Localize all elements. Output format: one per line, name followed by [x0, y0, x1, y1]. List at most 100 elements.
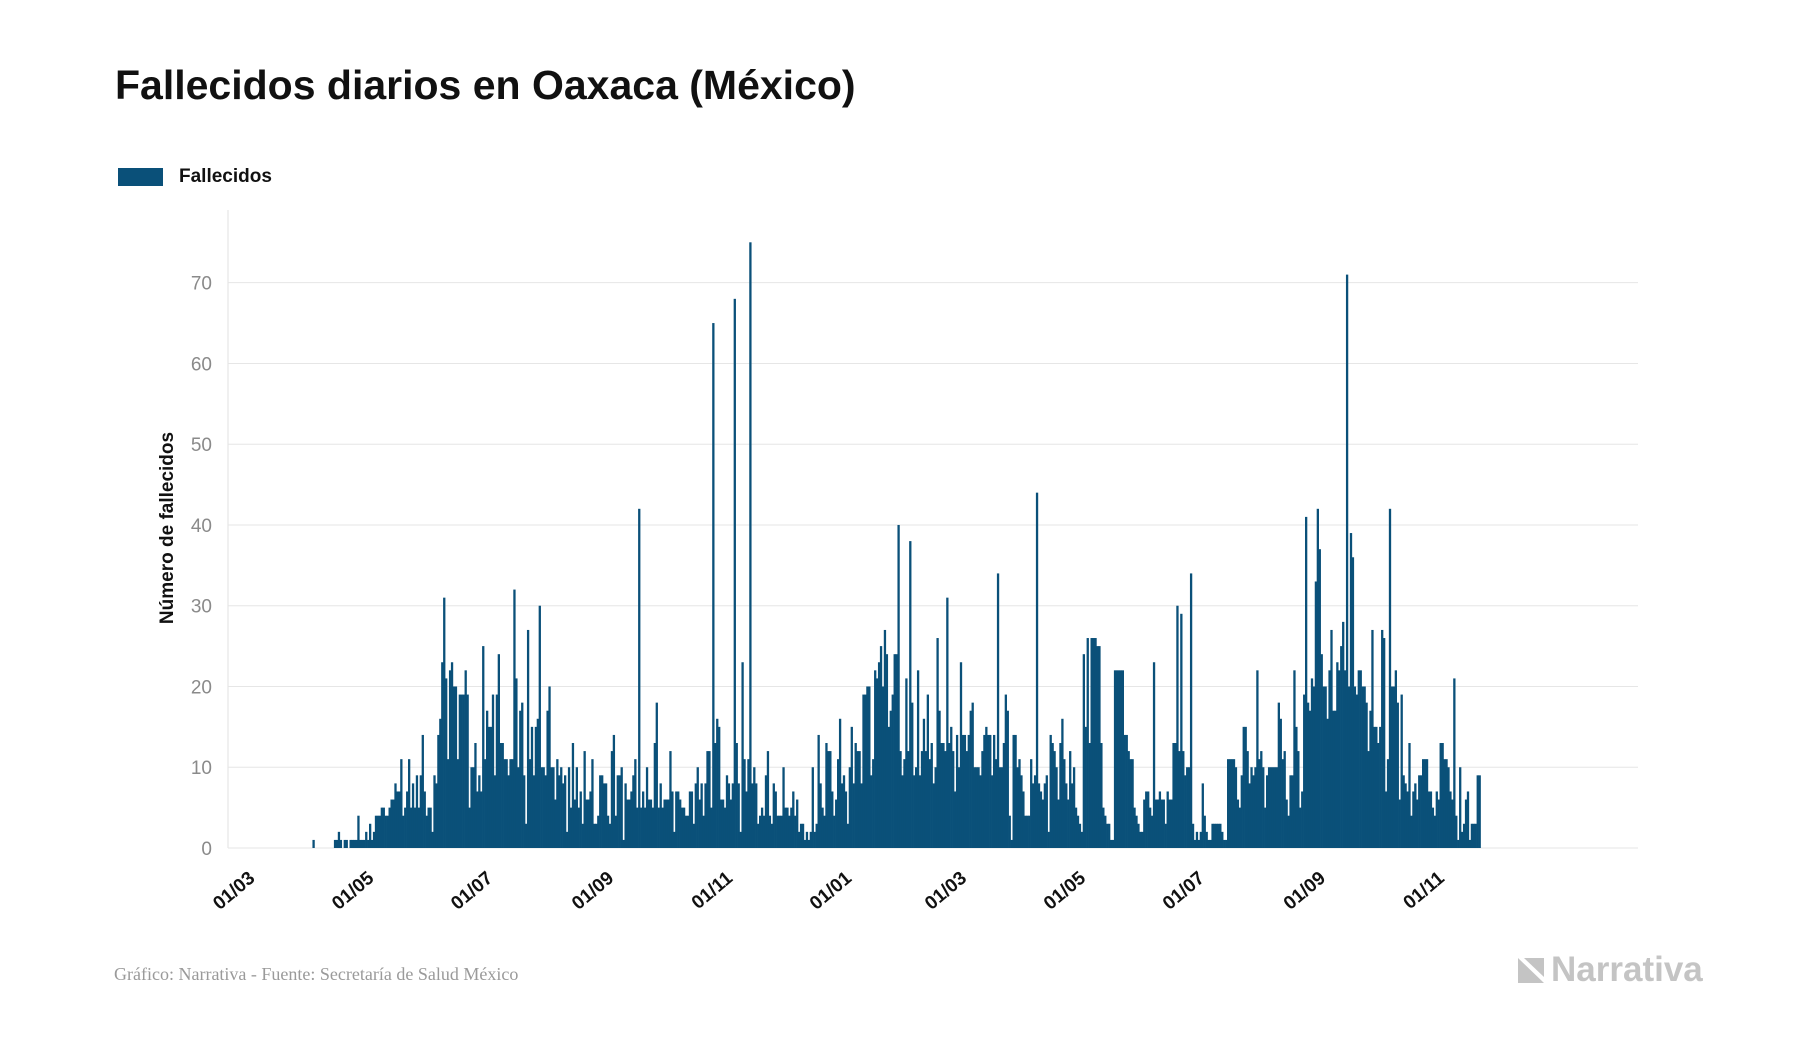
bar: [1422, 759, 1425, 848]
bar: [1308, 710, 1312, 848]
bar: [1453, 678, 1456, 848]
bar: [796, 799, 799, 848]
bar: [844, 791, 848, 848]
bar: [384, 815, 387, 848]
bar: [408, 759, 411, 848]
bar: [534, 726, 538, 848]
bar: [798, 831, 801, 848]
bar: [924, 751, 928, 848]
bar: [618, 775, 621, 848]
bar: [1193, 839, 1197, 848]
bar: [1158, 791, 1162, 848]
bar: [419, 775, 422, 848]
bar: [1392, 686, 1396, 848]
bar: [1418, 775, 1421, 848]
bar: [1172, 743, 1175, 848]
bar: [1260, 751, 1263, 848]
bar: [1191, 823, 1195, 848]
bar: [887, 726, 890, 848]
bar: [575, 767, 578, 848]
bar: [441, 662, 444, 848]
bar: [905, 678, 908, 848]
bar: [848, 767, 851, 848]
bar: [1000, 767, 1004, 848]
bar: [913, 775, 916, 848]
bar: [1412, 791, 1415, 848]
bar: [406, 791, 409, 848]
bar: [735, 743, 738, 848]
bar: [1154, 799, 1158, 848]
bar: [1332, 710, 1335, 848]
bar: [846, 823, 850, 848]
bar: [612, 734, 616, 848]
bar: [1273, 767, 1277, 848]
bar: [493, 775, 497, 848]
bar: [614, 815, 617, 848]
bar: [1404, 783, 1407, 848]
bar: [1219, 823, 1222, 848]
bar: [1353, 686, 1357, 848]
bar: [766, 751, 770, 848]
bar: [1238, 807, 1241, 848]
bar: [760, 807, 764, 848]
bar: [1254, 767, 1257, 848]
bar: [374, 815, 378, 848]
bar: [1221, 831, 1224, 848]
bar: [959, 662, 963, 848]
bar: [565, 831, 569, 848]
bar: [495, 694, 499, 848]
bar: [809, 831, 812, 848]
bar: [762, 815, 766, 848]
bar: [1271, 767, 1275, 848]
bar: [402, 815, 405, 848]
bar: [1258, 759, 1261, 848]
bar: [1090, 638, 1093, 848]
bar: [776, 815, 779, 848]
bar: [640, 807, 643, 848]
bar: [523, 775, 526, 848]
y-axis-title: Número de fallecidos: [157, 432, 178, 624]
bar: [530, 726, 534, 848]
bar: [1445, 759, 1448, 848]
bar: [1433, 815, 1436, 848]
bar: [1150, 815, 1154, 848]
bar: [725, 775, 729, 848]
bar: [1137, 823, 1140, 848]
bar: [466, 694, 469, 848]
bar: [749, 242, 752, 849]
y-tick-label: 40: [191, 516, 212, 537]
bar: [682, 807, 686, 848]
bar: [1131, 759, 1134, 848]
bar: [1468, 839, 1472, 848]
bar: [1164, 823, 1167, 848]
bar: [852, 783, 855, 848]
bar: [712, 323, 715, 848]
bar: [946, 597, 949, 848]
bar: [1388, 508, 1392, 848]
bar: [642, 791, 645, 848]
bar: [1084, 726, 1087, 848]
bar: [686, 815, 690, 848]
bar: [932, 783, 935, 848]
bar: [1080, 831, 1084, 848]
bar: [1072, 767, 1076, 848]
bar: [1032, 783, 1035, 848]
bar: [1464, 799, 1468, 848]
bar: [973, 767, 976, 848]
bar: [370, 839, 374, 848]
bar: [462, 694, 465, 848]
bar: [1386, 759, 1390, 848]
bar: [727, 783, 731, 848]
bar: [1069, 751, 1072, 848]
bar: [909, 541, 912, 848]
bar: [918, 775, 922, 848]
bar: [1269, 767, 1273, 848]
bar: [1228, 759, 1232, 848]
bar: [922, 718, 926, 848]
bar: [472, 767, 475, 848]
bar: [608, 823, 612, 848]
bar: [456, 759, 460, 848]
bar: [1367, 751, 1370, 848]
bar: [1018, 759, 1021, 848]
bar: [1141, 831, 1144, 848]
